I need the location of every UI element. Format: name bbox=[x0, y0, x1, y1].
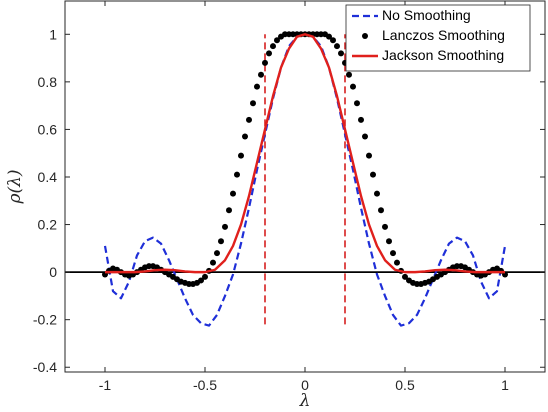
x-tick-label: 0 bbox=[301, 377, 309, 393]
data-point bbox=[338, 50, 344, 57]
data-point bbox=[214, 250, 220, 257]
data-point bbox=[258, 71, 264, 78]
legend: No Smoothing Lanczos Smoothing Jackson S… bbox=[345, 4, 531, 72]
y-tick-label: 0.4 bbox=[38, 169, 58, 185]
legend-label-no-smoothing: No Smoothing bbox=[382, 7, 471, 23]
plot-area bbox=[65, 31, 545, 327]
x-tick-label: 0.5 bbox=[395, 377, 415, 393]
axis-ticks: -1 -0.5 0 0.5 1 -0.4 -0.2 0 0.2 0.4 0.6 0.8 1 bbox=[33, 1, 545, 393]
data-point bbox=[382, 223, 388, 230]
y-tick-label: 1 bbox=[49, 26, 57, 42]
data-point bbox=[346, 71, 352, 78]
data-point bbox=[334, 43, 340, 50]
data-point bbox=[354, 100, 360, 107]
data-point bbox=[362, 133, 368, 140]
data-point bbox=[246, 116, 252, 123]
data-point bbox=[370, 171, 376, 178]
data-point bbox=[394, 259, 400, 266]
legend-swatch-lanczos-smoothing bbox=[362, 33, 368, 39]
data-point bbox=[210, 259, 216, 266]
legend-label-lanczos-smoothing: Lanczos Smoothing bbox=[382, 27, 505, 43]
x-tick-label: -0.5 bbox=[193, 377, 217, 393]
x-tick-label: -1 bbox=[99, 377, 112, 393]
legend-label-jackson-smoothing: Jackson Smoothing bbox=[382, 47, 504, 63]
data-point bbox=[238, 152, 244, 159]
data-point bbox=[326, 33, 332, 40]
data-point bbox=[222, 223, 228, 230]
data-point bbox=[226, 207, 232, 214]
y-axis-label: ρ(λ) bbox=[5, 169, 25, 204]
data-point bbox=[266, 50, 272, 57]
data-point bbox=[358, 116, 364, 123]
y-tick-label: 0 bbox=[49, 264, 57, 280]
y-tick-label: 0.8 bbox=[38, 74, 58, 90]
y-tick-label: 0.6 bbox=[38, 121, 58, 137]
data-point bbox=[234, 171, 240, 178]
data-point bbox=[330, 37, 336, 44]
y-tick-label: 0.2 bbox=[38, 217, 58, 233]
data-point bbox=[386, 238, 392, 245]
data-point bbox=[254, 83, 260, 90]
data-point bbox=[366, 152, 372, 159]
data-point bbox=[242, 133, 248, 140]
data-point bbox=[230, 190, 236, 197]
y-tick-label: -0.2 bbox=[33, 312, 57, 328]
data-point bbox=[402, 273, 408, 280]
data-point bbox=[270, 43, 276, 50]
data-point bbox=[274, 37, 280, 44]
series-lanczos-smoothing bbox=[102, 31, 508, 288]
data-point bbox=[390, 250, 396, 257]
data-point bbox=[378, 207, 384, 214]
data-point bbox=[250, 100, 256, 107]
data-point bbox=[374, 190, 380, 197]
data-point bbox=[198, 277, 204, 284]
y-tick-label: -0.4 bbox=[33, 359, 57, 375]
series-line-jackson-smoothing bbox=[105, 33, 505, 274]
data-point bbox=[262, 59, 268, 66]
data-point bbox=[350, 83, 356, 90]
data-point bbox=[202, 273, 208, 280]
data-point bbox=[218, 238, 224, 245]
x-tick-label: 1 bbox=[501, 377, 509, 393]
x-axis-label: λ bbox=[299, 391, 311, 411]
